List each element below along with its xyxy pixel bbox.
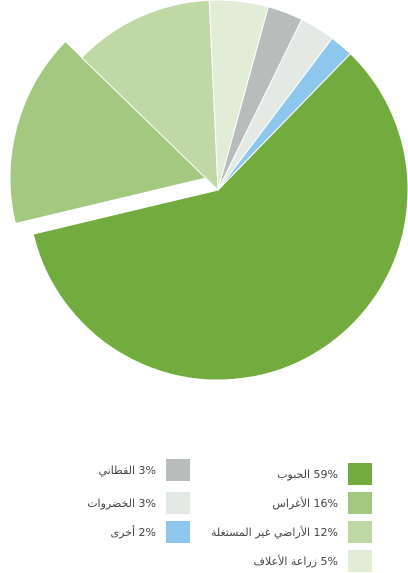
legend-label-other: 2% أخرى	[110, 525, 157, 539]
pie-slice-orchards	[9, 40, 208, 225]
legend-label-unused-land: 12% الأراضي غير المستغلة	[210, 525, 338, 539]
legend-label-fodder: 5% زراعة الأعلاف	[253, 554, 338, 568]
legend-swatch-cereals	[348, 463, 372, 485]
legend-label-orchards: 16% الأغراس	[272, 496, 338, 510]
legend-item-fodder: 5% زراعة الأعلاف	[254, 549, 372, 573]
legend-label-cereals: 59% الحبوب	[277, 467, 338, 481]
legend-item-vegetables: 3% الخضروات	[87, 491, 190, 515]
legend-swatch-legumes	[166, 459, 190, 481]
legend-swatch-unused-land	[348, 521, 372, 543]
legend-item-cereals: 59% الحبوب	[277, 462, 372, 486]
legend-item-legumes: 3% القطاني	[98, 458, 190, 482]
legend-item-orchards: 16% الأغراس	[272, 491, 372, 515]
legend-swatch-orchards	[348, 492, 372, 514]
legend-item-other: 2% أخرى	[110, 520, 190, 544]
legend-label-vegetables: 3% الخضروات	[87, 496, 156, 510]
legend-swatch-vegetables	[166, 492, 190, 514]
pie-slice-other	[217, 37, 352, 191]
legend-swatch-fodder	[348, 550, 372, 572]
legend-item-unused-land: 12% الأراضي غير المستغلة	[211, 520, 372, 544]
legend-swatch-other	[166, 521, 190, 543]
pie-slice-unused-land	[80, 0, 219, 192]
legend-label-legumes: 3% القطاني	[98, 463, 156, 477]
pie-slice-cereals	[32, 52, 408, 381]
